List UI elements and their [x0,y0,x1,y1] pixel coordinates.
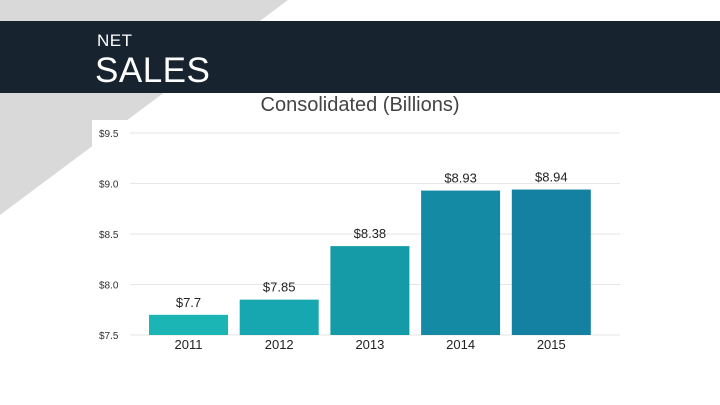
x-tick-label: 2013 [355,337,384,352]
x-tick-label: 2014 [446,337,475,352]
data-label: $8.38 [354,226,387,241]
header-kicker: NET [97,31,133,50]
y-tick-label: $8.5 [99,230,119,241]
x-tick-label: 2011 [175,337,203,352]
header-title: SALES [95,51,211,90]
bar [149,314,228,335]
bar [511,189,591,335]
y-tick-label: $9.5 [99,129,119,140]
title-banner: NET SALES [0,21,720,93]
y-tick-label: $9.0 [99,180,119,191]
data-label: $8.93 [444,171,477,186]
chart-title: Consolidated (Billions) [0,94,720,117]
data-label: $7.7 [176,295,201,310]
y-tick-label: $8.0 [99,281,119,292]
data-label: $8.94 [535,170,568,185]
x-tick-label: 2015 [537,337,566,352]
bar [330,246,410,335]
bar [239,299,319,335]
x-tick-label: 2012 [265,337,294,352]
bar [421,190,501,335]
data-label: $7.85 [263,280,296,295]
y-tick-label: $7.5 [99,331,119,342]
chart-title-text: Consolidated (Billions) [260,94,460,116]
